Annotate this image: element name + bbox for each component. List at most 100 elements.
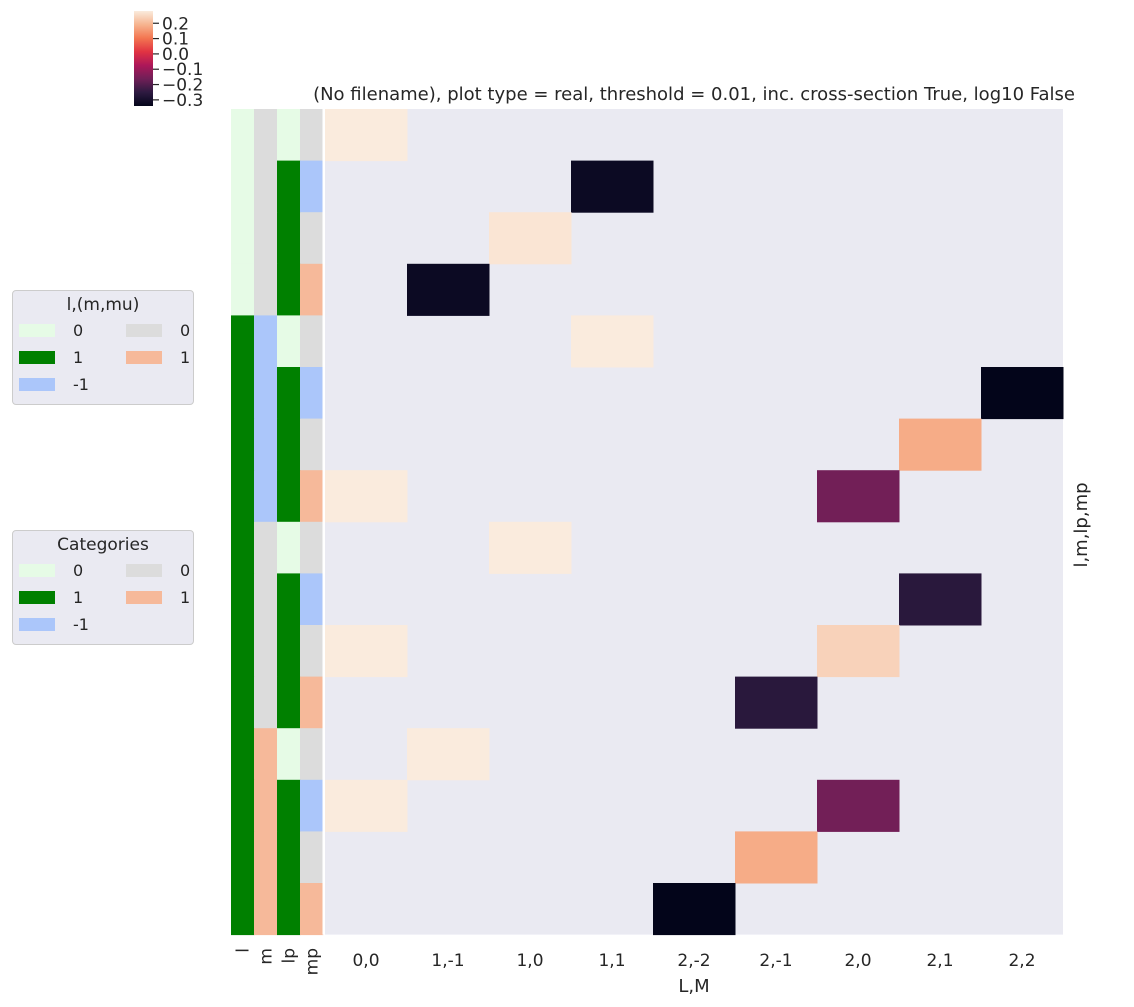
legend-item: 1 xyxy=(126,347,191,367)
legend-swatch xyxy=(19,563,55,577)
legend-entries: 0 1 -1 0 1 xyxy=(13,315,193,395)
legend-item: 0 xyxy=(19,560,84,580)
x-tick-label: 2,1 xyxy=(926,951,953,971)
annotation-cell xyxy=(254,367,278,420)
colorbar: 0.20.10.0−0.1−0.2−0.3 xyxy=(134,11,203,111)
legend-item: 1 xyxy=(19,348,83,367)
legend-label: 0 xyxy=(180,320,191,340)
colorbar-tick-label: 0.0 xyxy=(162,45,189,65)
annotation-cell xyxy=(254,883,278,936)
annotation-cell xyxy=(254,263,278,316)
annotation-cell xyxy=(277,521,301,574)
legend-item: 0 xyxy=(19,320,84,340)
heatmap-background xyxy=(325,109,1063,935)
heatmap-cell xyxy=(735,676,818,729)
annotation-cell xyxy=(254,160,278,213)
colorbar-tick-label: −0.1 xyxy=(162,60,203,80)
annotation-cell xyxy=(231,676,255,729)
annotation-cell xyxy=(254,728,278,781)
legend-label: 1 xyxy=(180,587,191,607)
annotation-cell xyxy=(231,831,255,884)
heatmap-cell xyxy=(325,470,408,523)
heatmap-cell xyxy=(571,160,654,213)
x-axis-label: L,M xyxy=(678,976,709,997)
annotation-cell xyxy=(254,418,278,471)
colorbar-gradient xyxy=(134,11,153,106)
legend-item: -1 xyxy=(19,374,89,394)
legend-title: Categories xyxy=(57,535,149,555)
annotation-cell xyxy=(277,315,301,368)
legend-swatch xyxy=(126,350,162,364)
annotation-cell xyxy=(277,625,301,678)
heatmap-cell xyxy=(325,109,408,162)
colorbar-tick-label: −0.2 xyxy=(162,76,203,96)
x-tick-label: 1,-1 xyxy=(431,951,464,971)
x-tick-label: 1,0 xyxy=(516,951,543,971)
annotation-cell xyxy=(300,573,324,626)
x-tick-label: 2,0 xyxy=(844,951,871,971)
annotation-cell xyxy=(277,212,301,265)
legend-label: 1 xyxy=(73,587,84,607)
annotation-cell xyxy=(300,521,324,574)
annotation-cell xyxy=(231,418,255,471)
annotation-cell xyxy=(277,831,301,884)
legend-label: 1 xyxy=(180,347,191,367)
annotation-cell xyxy=(254,625,278,678)
annotation-cell xyxy=(254,315,278,368)
annotation-cell xyxy=(254,212,278,265)
annotation-cell xyxy=(277,367,301,420)
annotation-cell xyxy=(277,160,301,213)
legend-swatch xyxy=(126,590,162,604)
legend-swatch xyxy=(126,563,162,577)
annotation-cell xyxy=(300,779,324,832)
legend-item: 0 xyxy=(126,320,191,340)
legend-swatch xyxy=(19,323,55,337)
annotation-cell xyxy=(231,315,255,368)
annotation-cell xyxy=(231,625,255,678)
annotation-cell xyxy=(300,470,324,523)
legend-swatch xyxy=(126,323,162,337)
annotation-cell xyxy=(277,418,301,471)
heatmap-cell xyxy=(325,779,408,832)
annotation-column-label: lp xyxy=(280,948,300,964)
x-tick-label: 2,-2 xyxy=(677,951,710,971)
annotation-cell xyxy=(231,263,255,316)
legend-item: -1 xyxy=(19,615,89,634)
legend-label: -1 xyxy=(73,374,89,394)
legend-swatch xyxy=(19,377,55,391)
legend-swatch xyxy=(19,350,55,364)
annotation-cell xyxy=(254,676,278,729)
heatmap-cells xyxy=(325,109,1064,936)
heatmap-cell xyxy=(817,470,900,523)
legend-l-m-mu: l,(m,mu) 0 1 -1 0 1 xyxy=(12,290,194,405)
x-tick-label: 2,-1 xyxy=(759,951,792,971)
legend-label: 0 xyxy=(73,560,84,580)
heatmap-cell xyxy=(899,418,982,471)
annotation-cell xyxy=(254,573,278,626)
row-annotation-strips xyxy=(231,109,325,936)
heatmap-cell xyxy=(817,625,900,678)
legend-item: 1 xyxy=(126,587,191,607)
annotation-cell xyxy=(254,109,278,162)
legend-label: 0 xyxy=(73,320,84,340)
annotation-cell xyxy=(300,883,324,936)
annotation-cell xyxy=(300,728,324,781)
legend-swatch xyxy=(19,590,55,604)
annotation-cell xyxy=(300,367,324,420)
legend-item: 0 xyxy=(126,561,190,580)
heatmap-cell xyxy=(407,728,490,781)
annotation-cell xyxy=(231,470,255,523)
annotation-cell xyxy=(277,263,301,316)
heatmap-cell xyxy=(571,315,654,368)
annotation-cell xyxy=(300,263,324,316)
heatmap-cell xyxy=(653,883,736,936)
annotation-cell xyxy=(231,367,255,420)
colorbar-tick-label: 0.2 xyxy=(162,14,189,34)
x-tick-label: 1,1 xyxy=(598,951,625,971)
heatmap-cell xyxy=(899,573,982,626)
annotation-cell xyxy=(231,728,255,781)
annotation-cell xyxy=(277,470,301,523)
annotation-column-label: l xyxy=(234,948,254,953)
y-axis-label: l,m,lp,mp xyxy=(1071,482,1092,567)
heatmap-cell xyxy=(489,521,572,574)
